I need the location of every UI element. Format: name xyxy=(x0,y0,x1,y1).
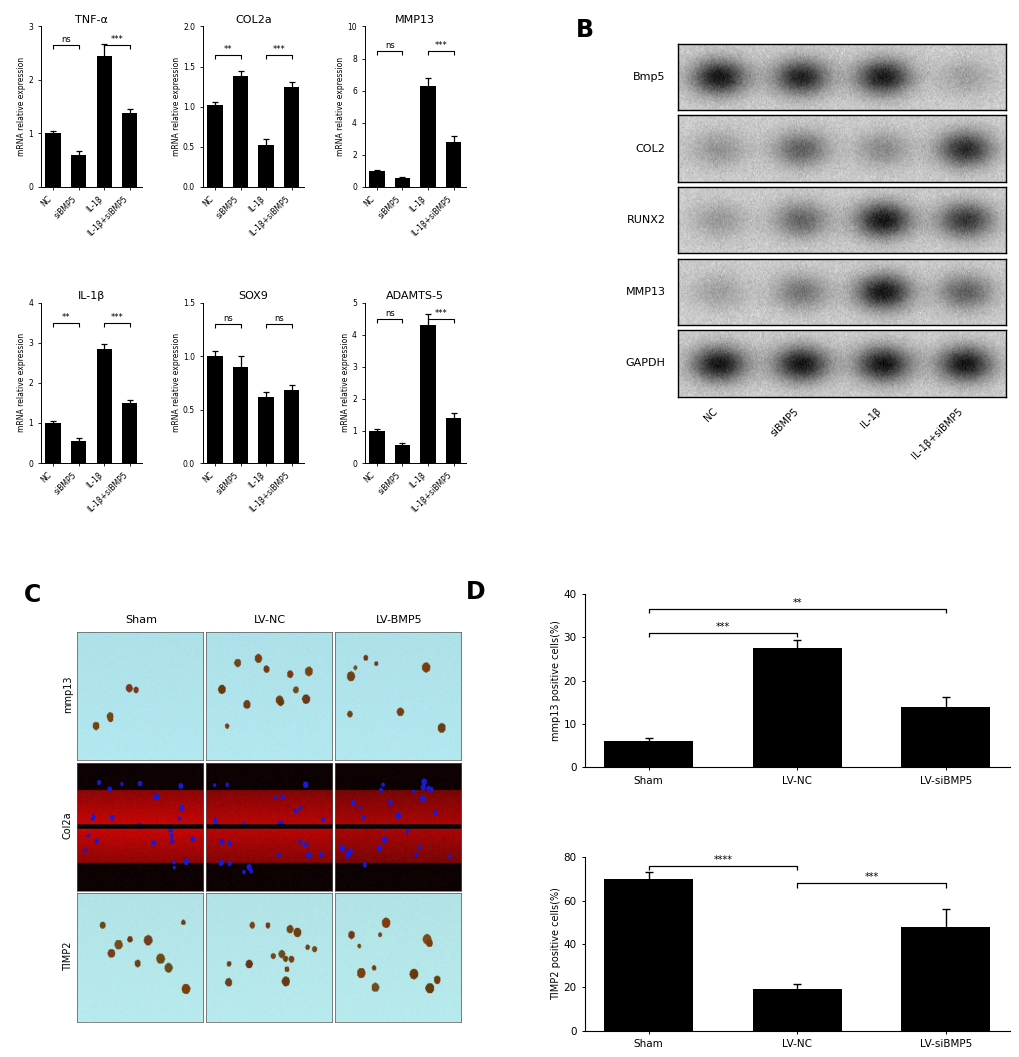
Title: MMP13: MMP13 xyxy=(394,15,435,25)
Bar xyxy=(122,113,138,187)
Text: **: ** xyxy=(223,44,231,54)
Title: TNF-α: TNF-α xyxy=(74,15,108,25)
Bar xyxy=(394,445,410,463)
Y-axis label: mRNA relative expression: mRNA relative expression xyxy=(171,57,180,156)
Bar xyxy=(420,86,435,187)
Title: COL2a: COL2a xyxy=(234,15,271,25)
Bar xyxy=(258,145,273,187)
Text: C: C xyxy=(23,583,41,607)
Bar xyxy=(603,741,693,767)
Bar xyxy=(369,171,384,187)
Text: MMP13: MMP13 xyxy=(625,286,664,297)
Bar xyxy=(97,349,112,463)
Text: **: ** xyxy=(61,313,70,321)
Bar xyxy=(232,76,248,187)
Text: ns: ns xyxy=(274,314,283,323)
Text: ****: **** xyxy=(713,855,732,865)
Text: Col2a: Col2a xyxy=(62,812,72,839)
Y-axis label: mRNA relative expression: mRNA relative expression xyxy=(171,333,180,432)
Title: IL-1β: IL-1β xyxy=(77,291,105,301)
Y-axis label: mmp13 positive cells(%): mmp13 positive cells(%) xyxy=(550,620,560,741)
Text: LV-NC: LV-NC xyxy=(254,614,286,625)
Bar xyxy=(71,441,87,463)
Bar xyxy=(207,356,222,463)
Y-axis label: mRNA relative expression: mRNA relative expression xyxy=(17,57,26,156)
Text: ns: ns xyxy=(223,314,232,323)
Y-axis label: mRNA relative expression: mRNA relative expression xyxy=(340,333,350,432)
Text: Bmp5: Bmp5 xyxy=(633,72,664,82)
Bar xyxy=(445,419,461,463)
Bar xyxy=(369,431,384,463)
Text: NC: NC xyxy=(701,406,718,423)
Text: TIMP2: TIMP2 xyxy=(62,942,72,971)
Y-axis label: mRNA relative expression: mRNA relative expression xyxy=(336,57,344,156)
Text: ***: *** xyxy=(110,35,123,44)
Bar xyxy=(283,87,299,187)
Title: ADAMTS-5: ADAMTS-5 xyxy=(386,291,443,301)
Bar xyxy=(420,324,435,463)
Bar xyxy=(394,179,410,187)
Bar xyxy=(97,56,112,187)
Text: **: ** xyxy=(792,598,801,608)
Y-axis label: mRNA relative expression: mRNA relative expression xyxy=(17,333,26,432)
Bar xyxy=(232,367,248,463)
Title: SOX9: SOX9 xyxy=(238,291,268,301)
Text: ns: ns xyxy=(61,35,70,44)
Bar xyxy=(901,927,989,1031)
Y-axis label: TIMP2 positive cells(%): TIMP2 positive cells(%) xyxy=(550,888,560,1000)
Text: ***: *** xyxy=(715,622,730,632)
Text: Sham: Sham xyxy=(125,614,157,625)
Bar xyxy=(901,706,989,767)
Text: ns: ns xyxy=(384,41,394,50)
Bar xyxy=(283,390,299,463)
Bar xyxy=(46,133,61,187)
Bar xyxy=(445,142,461,187)
Bar xyxy=(207,105,222,187)
Text: ***: *** xyxy=(110,313,123,321)
Text: IL-1β: IL-1β xyxy=(858,406,882,430)
Bar xyxy=(752,648,841,767)
Text: COL2: COL2 xyxy=(635,144,664,153)
Bar xyxy=(258,396,273,463)
Bar xyxy=(752,989,841,1031)
Text: ***: *** xyxy=(434,41,446,50)
Bar xyxy=(603,879,693,1031)
Text: GAPDH: GAPDH xyxy=(625,358,664,369)
Text: ***: *** xyxy=(272,44,285,54)
Bar xyxy=(46,423,61,463)
Text: B: B xyxy=(576,18,594,41)
Text: mmp13: mmp13 xyxy=(62,675,72,713)
Text: LV-BMP5: LV-BMP5 xyxy=(376,614,422,625)
Text: D: D xyxy=(466,580,485,605)
Text: ***: *** xyxy=(864,872,877,882)
Text: IL-1β+siBMP5: IL-1β+siBMP5 xyxy=(909,406,964,461)
Text: ***: *** xyxy=(434,309,446,318)
Text: ns: ns xyxy=(384,309,394,318)
Text: RUNX2: RUNX2 xyxy=(626,216,664,225)
Text: siBMP5: siBMP5 xyxy=(768,406,800,439)
Bar xyxy=(71,154,87,187)
Bar xyxy=(122,403,138,463)
